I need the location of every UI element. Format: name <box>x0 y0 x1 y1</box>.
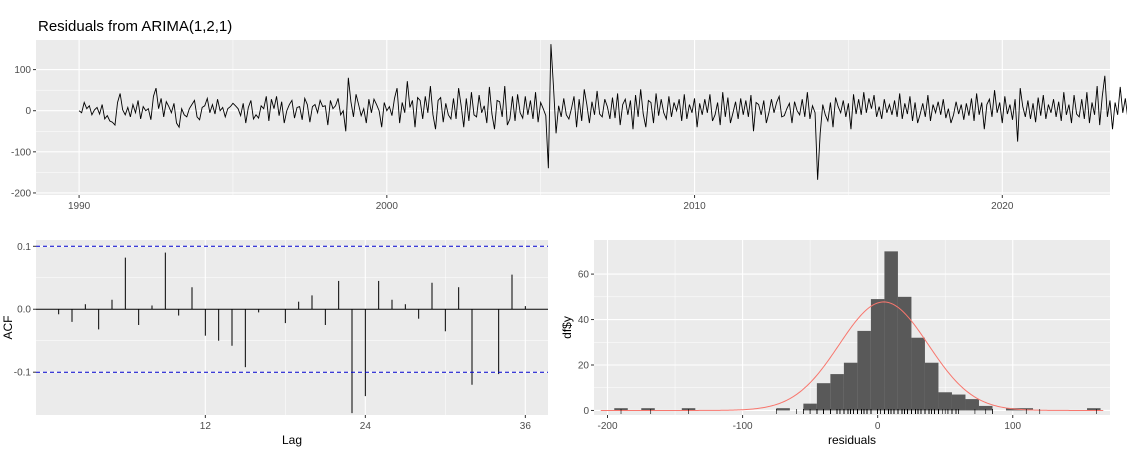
x-tick-label: -100 <box>733 421 753 432</box>
acf-confidence-lines <box>36 245 548 373</box>
ts-axis-ticks: 1990 2000 2010 2020 -200 -100 0 100 <box>11 65 1014 212</box>
y-tick-label: 100 <box>14 65 31 76</box>
x-tick-label: 100 <box>1004 421 1021 432</box>
chart-title: Residuals from ARIMA(1,2,1) <box>38 18 232 35</box>
residuals-rug <box>620 409 1097 414</box>
x-tick-label: 2020 <box>991 201 1014 212</box>
histogram-bar <box>641 408 655 411</box>
histogram-bar <box>870 299 885 411</box>
y-tick-label: 0.0 <box>17 305 31 316</box>
histogram-bar <box>951 394 966 411</box>
histogram-bar <box>830 374 844 411</box>
histogram-bar <box>978 405 993 411</box>
acf-y-axis-label: ACF <box>1 316 15 340</box>
y-tick-label: 60 <box>578 270 590 281</box>
histogram-bar <box>803 403 817 411</box>
histogram-bar <box>911 337 925 411</box>
histogram-bar <box>843 362 858 411</box>
y-tick-label: 0 <box>583 406 589 417</box>
y-tick-label: 40 <box>578 315 590 326</box>
histogram-bar <box>884 251 898 411</box>
y-tick-label: -0.1 <box>14 368 32 379</box>
histogram-bar <box>1087 408 1101 411</box>
acf-x-axis-label: Lag <box>282 433 302 447</box>
acf-plot-background <box>36 240 548 415</box>
x-tick-label: 12 <box>200 421 212 432</box>
residual-series-line <box>78 44 1127 180</box>
y-tick-label: -100 <box>11 147 31 158</box>
hist-y-axis-label: df$y <box>560 316 574 339</box>
x-tick-label: 2000 <box>376 201 399 212</box>
x-tick-label: 0 <box>875 421 881 432</box>
y-tick-label: 0.1 <box>17 242 31 253</box>
histogram-bar <box>938 392 952 411</box>
acf-bars <box>36 252 548 414</box>
hist-x-axis-label: residuals <box>828 433 876 447</box>
ts-gridlines <box>36 40 1110 195</box>
normal-density-curve <box>600 301 1104 411</box>
histogram-bars <box>614 251 1101 411</box>
x-tick-label: 36 <box>520 421 532 432</box>
histogram-bar <box>965 399 979 411</box>
x-tick-label: 24 <box>360 421 372 432</box>
histogram-bar <box>1005 408 1020 411</box>
residuals-time-series-panel: 1990 2000 2010 2020 -200 -100 0 100 <box>11 40 1127 212</box>
x-tick-label: 2010 <box>683 201 706 212</box>
y-tick-label: 0 <box>25 106 31 117</box>
histogram-bar <box>776 408 790 411</box>
hist-axis-ticks: -200 -100 0 100 0 20 40 60 <box>578 270 1022 432</box>
histogram-bar <box>897 296 912 411</box>
acf-axis-ticks: 12 24 36 -0.1 0.0 0.1 <box>14 242 532 432</box>
y-tick-label: 20 <box>578 361 590 372</box>
x-tick-label: -200 <box>598 421 618 432</box>
histogram-panel: -200 -100 0 100 0 20 40 60 residuals df$y <box>560 240 1110 447</box>
histogram-bar <box>816 383 831 411</box>
histogram-bar <box>857 330 871 411</box>
histogram-bar <box>924 362 939 411</box>
acf-panel: 12 24 36 -0.1 0.0 0.1 Lag ACF <box>1 240 548 447</box>
x-tick-label: 1990 <box>68 201 91 212</box>
y-tick-label: -200 <box>11 188 31 199</box>
